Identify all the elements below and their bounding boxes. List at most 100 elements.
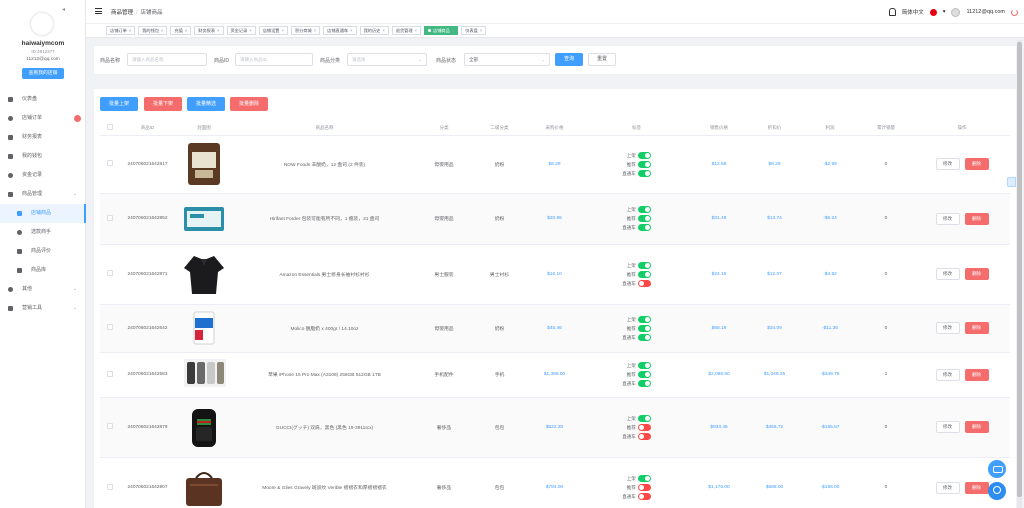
toggle-switch[interactable] [637,414,651,422]
close-icon[interactable]: × [382,28,385,33]
toggle-switch[interactable] [637,423,651,431]
sidebar-item[interactable]: 财务报表 [0,128,86,147]
tag-item[interactable]: 充值 × [170,26,192,35]
batch-down-button[interactable]: 批量下架 [144,97,182,111]
close-icon[interactable]: × [313,28,317,33]
table-row[interactable]: 240706021642907 Moore & Giles Gravely 斑驳纹… [100,457,1010,508]
table-row[interactable]: 240706021642817 NOW Foods 辛酸奶，12 盎司 (2 件装… [100,135,1010,194]
page-scrollbar[interactable] [1017,40,1022,508]
tag-item[interactable]: 退货管理 × [391,26,421,35]
language-select[interactable]: 简体中文 [901,10,924,16]
toggle-switch[interactable] [637,484,651,492]
sidebar-item[interactable]: 商品评价 [0,242,86,261]
toggle-switch[interactable] [637,315,651,323]
select-all-checkbox[interactable] [107,124,113,131]
product-image[interactable] [182,197,226,241]
close-icon[interactable]: × [414,28,417,33]
toggle-switch[interactable] [637,261,651,269]
toggle-switch[interactable] [637,206,651,214]
chevron-down-icon[interactable]: ▾ [942,9,946,15]
category-select[interactable]: 请选择 ⌄ [347,53,427,66]
user-avatar-icon[interactable] [951,7,961,17]
tag-item[interactable]: 资金记录 × [226,26,256,35]
scrollbar-thumb[interactable] [1017,42,1022,497]
toggle-switch[interactable] [637,151,651,159]
search-button[interactable]: 查询 [555,53,583,66]
delete-button[interactable]: 删除 [964,322,989,334]
name-input[interactable]: 请输入商品名称 [127,53,207,66]
toggle-switch[interactable] [637,215,651,223]
toggle-switch[interactable] [637,160,651,168]
row-checkbox[interactable] [107,324,113,330]
sidebar-item[interactable]: 店铺商品 [0,204,86,223]
close-icon[interactable]: × [451,28,455,33]
edit-button[interactable]: 修改 [935,158,960,170]
close-icon[interactable]: × [160,28,164,33]
tag-item[interactable]: 店铺直通车 × [323,26,357,35]
row-checkbox[interactable] [107,483,113,490]
tag-item[interactable]: 仪表盘 × [461,26,487,35]
delete-button[interactable]: 删除 [964,421,989,433]
table-row[interactable]: 240706021642583 苹果 iPhone 15 Pro Max (A31… [100,352,1010,398]
topbar-user-email[interactable]: 11212@qq.com [966,9,1005,15]
toggle-switch[interactable] [637,333,651,341]
avatar[interactable] [30,12,54,36]
delete-button[interactable]: 删除 [964,158,989,170]
sidebar-item[interactable]: 商品库 [0,261,86,280]
tag-item[interactable]: 我的历史 × [359,26,389,35]
table-row[interactable]: 240706021642871 Amazon Essentials 男士修身长袖衬… [100,244,1010,305]
close-icon[interactable]: × [281,28,284,33]
bell-icon[interactable] [888,8,896,16]
edit-button[interactable]: 修改 [935,481,960,494]
close-icon[interactable]: × [184,28,188,33]
delete-button[interactable]: 删除 [964,368,989,381]
edit-button[interactable]: 修改 [935,212,960,225]
row-checkbox[interactable] [107,214,113,221]
table-row[interactable]: 240706021642879 GUCCI(グッチ) 双肩，黑色 (黑色 19-3… [100,397,1010,458]
tag-item[interactable]: 店铺商品 × [424,26,459,35]
sidebar-item[interactable]: 营销工具 ⌄ [0,299,86,318]
collapse-icon[interactable]: ◂ [62,7,66,13]
sidebar-item[interactable]: 我的钱包 [0,147,86,166]
toggle-switch[interactable] [637,324,651,332]
delete-button[interactable]: 删除 [964,481,989,494]
product-image[interactable] [182,306,226,350]
tag-item[interactable]: 财务报表 × [194,26,224,35]
sidebar-item[interactable]: 仪表盘 [0,90,86,109]
toggle-switch[interactable] [637,380,651,388]
product-image[interactable] [182,353,228,397]
row-checkbox[interactable] [107,160,113,166]
logout-icon[interactable] [1011,8,1018,16]
tag-item[interactable]: 我的钱包 × [138,26,168,35]
product-image[interactable] [182,405,226,449]
toggle-switch[interactable] [637,279,651,287]
sidebar-item[interactable]: 资金记录 [0,166,86,185]
flag-icon[interactable] [929,8,937,16]
sidebar-item[interactable]: 其他 ⌄ [0,280,86,299]
status-select[interactable]: 全部 ⌄ [464,53,550,66]
batch-recommend-button[interactable]: 批量精选 [187,97,225,111]
breadcrumb-item[interactable]: 商品管理 [111,10,134,16]
id-input[interactable]: 请输入商品ID [235,53,313,66]
row-checkbox[interactable] [107,423,113,429]
hamburger-icon[interactable] [95,8,102,14]
product-image[interactable] [182,252,226,296]
tag-item[interactable]: 店铺设置 × [258,26,288,35]
toggle-switch[interactable] [637,475,651,483]
batch-up-button[interactable]: 批量上架 [100,97,138,111]
toggle-switch[interactable] [637,270,651,278]
toggle-switch[interactable] [637,362,651,370]
toggle-switch[interactable] [637,432,651,440]
close-icon[interactable]: × [128,28,132,33]
edit-button[interactable]: 修改 [935,421,960,433]
toggle-switch[interactable] [637,493,651,501]
settings-tab-icon[interactable] [1007,177,1016,187]
tag-item[interactable]: 积分商城 × [290,26,321,35]
row-checkbox[interactable] [107,370,113,377]
close-icon[interactable]: × [217,28,220,33]
sidebar-item[interactable]: 店铺订单 [0,109,86,128]
row-checkbox[interactable] [107,270,113,276]
toggle-switch[interactable] [637,371,651,379]
close-icon[interactable]: × [249,28,252,33]
product-image[interactable] [182,466,226,508]
